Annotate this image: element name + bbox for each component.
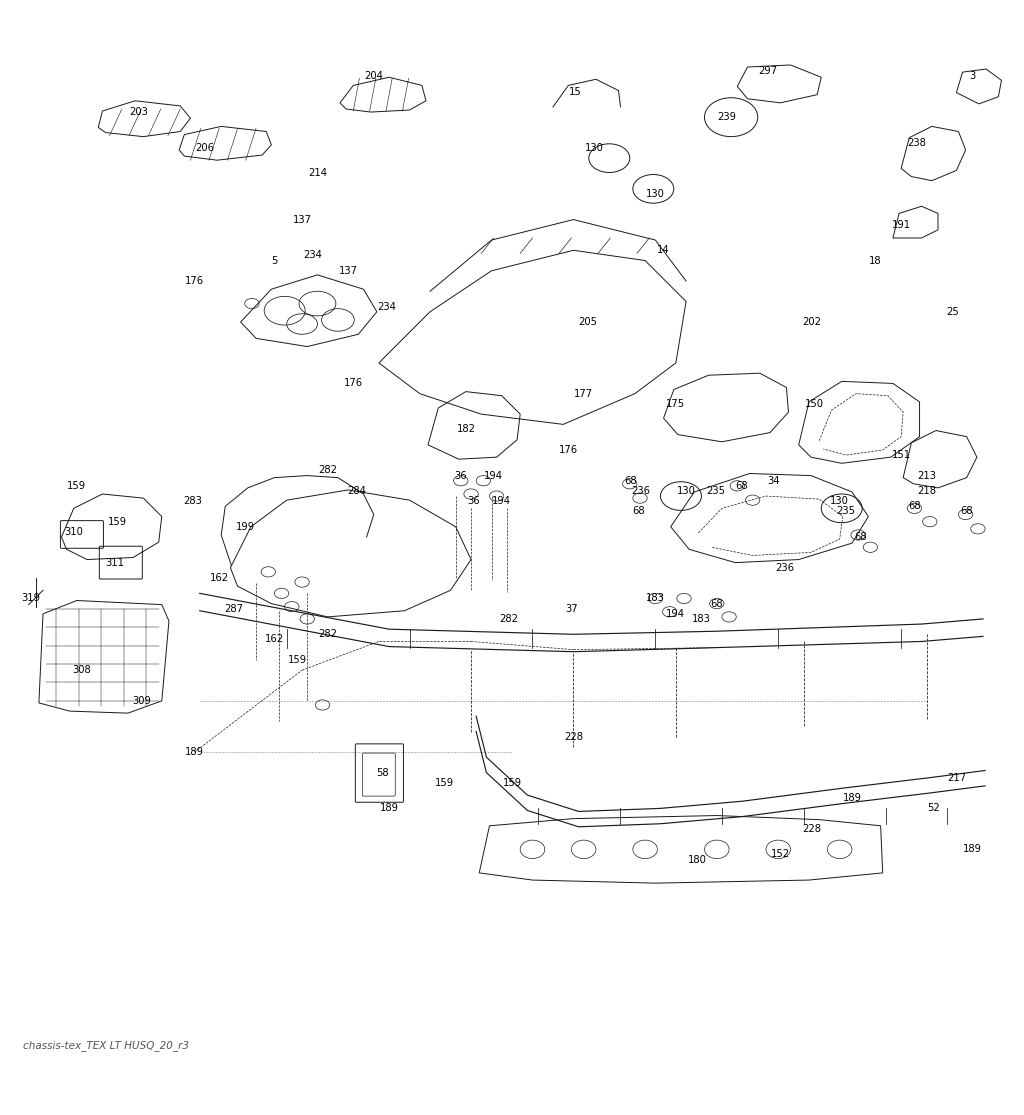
Text: 189: 189 (964, 844, 982, 854)
Text: 194: 194 (667, 609, 685, 619)
Text: 235: 235 (707, 486, 725, 496)
Text: 177: 177 (574, 389, 593, 399)
Text: 159: 159 (503, 778, 521, 788)
Text: 150: 150 (805, 399, 823, 409)
Text: 217: 217 (947, 773, 966, 783)
Text: 151: 151 (892, 450, 910, 460)
Text: 176: 176 (185, 277, 204, 287)
Text: 309: 309 (132, 696, 151, 706)
Text: 159: 159 (288, 655, 306, 665)
Text: 36: 36 (455, 471, 467, 481)
Text: 218: 218 (918, 486, 936, 496)
Text: 15: 15 (569, 87, 582, 97)
Text: 287: 287 (224, 603, 243, 613)
Text: 202: 202 (803, 317, 821, 327)
Text: 159: 159 (68, 481, 86, 491)
Text: 37: 37 (565, 603, 578, 613)
Text: 25: 25 (946, 307, 958, 317)
Text: 189: 189 (185, 747, 204, 757)
Text: 3: 3 (970, 71, 976, 81)
Text: 189: 189 (380, 804, 398, 813)
Text: 194: 194 (484, 471, 503, 481)
Text: 34: 34 (767, 476, 779, 486)
Text: 228: 228 (564, 731, 583, 741)
Text: 68: 68 (908, 502, 921, 512)
Text: 130: 130 (830, 496, 849, 506)
Text: 214: 214 (308, 168, 327, 178)
Text: 68: 68 (735, 481, 748, 491)
Text: 284: 284 (347, 486, 366, 496)
Text: 194: 194 (493, 496, 511, 506)
Text: 159: 159 (435, 778, 454, 788)
Text: 297: 297 (759, 66, 777, 76)
Text: 206: 206 (196, 143, 214, 153)
Text: 234: 234 (378, 302, 396, 311)
Text: 205: 205 (579, 317, 597, 327)
Text: 137: 137 (339, 265, 357, 275)
Text: 162: 162 (265, 634, 284, 644)
Text: 58: 58 (377, 767, 389, 777)
Text: 236: 236 (632, 486, 650, 496)
Text: 68: 68 (625, 476, 637, 486)
Text: 236: 236 (775, 563, 794, 573)
Text: 52: 52 (928, 804, 940, 813)
Text: 5: 5 (271, 255, 278, 265)
Text: 130: 130 (646, 188, 665, 198)
Text: 152: 152 (771, 850, 790, 860)
Text: 14: 14 (657, 245, 670, 255)
Text: 159: 159 (109, 516, 127, 526)
Text: 235: 235 (837, 506, 855, 516)
Text: 283: 283 (183, 496, 202, 506)
Text: 137: 137 (293, 214, 311, 224)
Text: 68: 68 (633, 506, 645, 516)
Text: 18: 18 (869, 255, 882, 265)
Text: chassis-tex_TEX LT HUSQ_20_r3: chassis-tex_TEX LT HUSQ_20_r3 (23, 1040, 188, 1051)
Text: 319: 319 (22, 593, 40, 603)
Text: 310: 310 (65, 527, 83, 537)
Text: 191: 191 (892, 220, 910, 230)
Text: 68: 68 (711, 599, 723, 609)
Text: 68: 68 (854, 532, 866, 542)
Text: 176: 176 (559, 445, 578, 455)
Text: 238: 238 (907, 138, 926, 148)
Text: 234: 234 (303, 251, 322, 261)
Text: 162: 162 (210, 573, 228, 583)
Text: 228: 228 (803, 824, 821, 834)
Text: 175: 175 (667, 399, 685, 409)
Text: 176: 176 (344, 378, 362, 388)
Text: 199: 199 (237, 522, 255, 532)
Text: 282: 282 (318, 465, 337, 475)
Text: 311: 311 (105, 558, 124, 568)
Text: 180: 180 (688, 854, 707, 864)
Text: 282: 282 (500, 614, 518, 624)
Text: 130: 130 (677, 486, 695, 496)
Text: 68: 68 (961, 506, 973, 516)
Text: 183: 183 (692, 614, 711, 624)
Text: 189: 189 (843, 793, 861, 803)
Text: 239: 239 (718, 113, 736, 123)
Text: 182: 182 (457, 425, 475, 435)
Text: 308: 308 (73, 666, 91, 676)
Text: 130: 130 (585, 143, 603, 153)
Text: 203: 203 (129, 107, 147, 117)
Text: 282: 282 (318, 629, 337, 639)
Text: 204: 204 (365, 71, 383, 81)
Text: 183: 183 (646, 593, 665, 603)
Text: 213: 213 (918, 471, 936, 481)
Text: 36: 36 (467, 496, 479, 506)
